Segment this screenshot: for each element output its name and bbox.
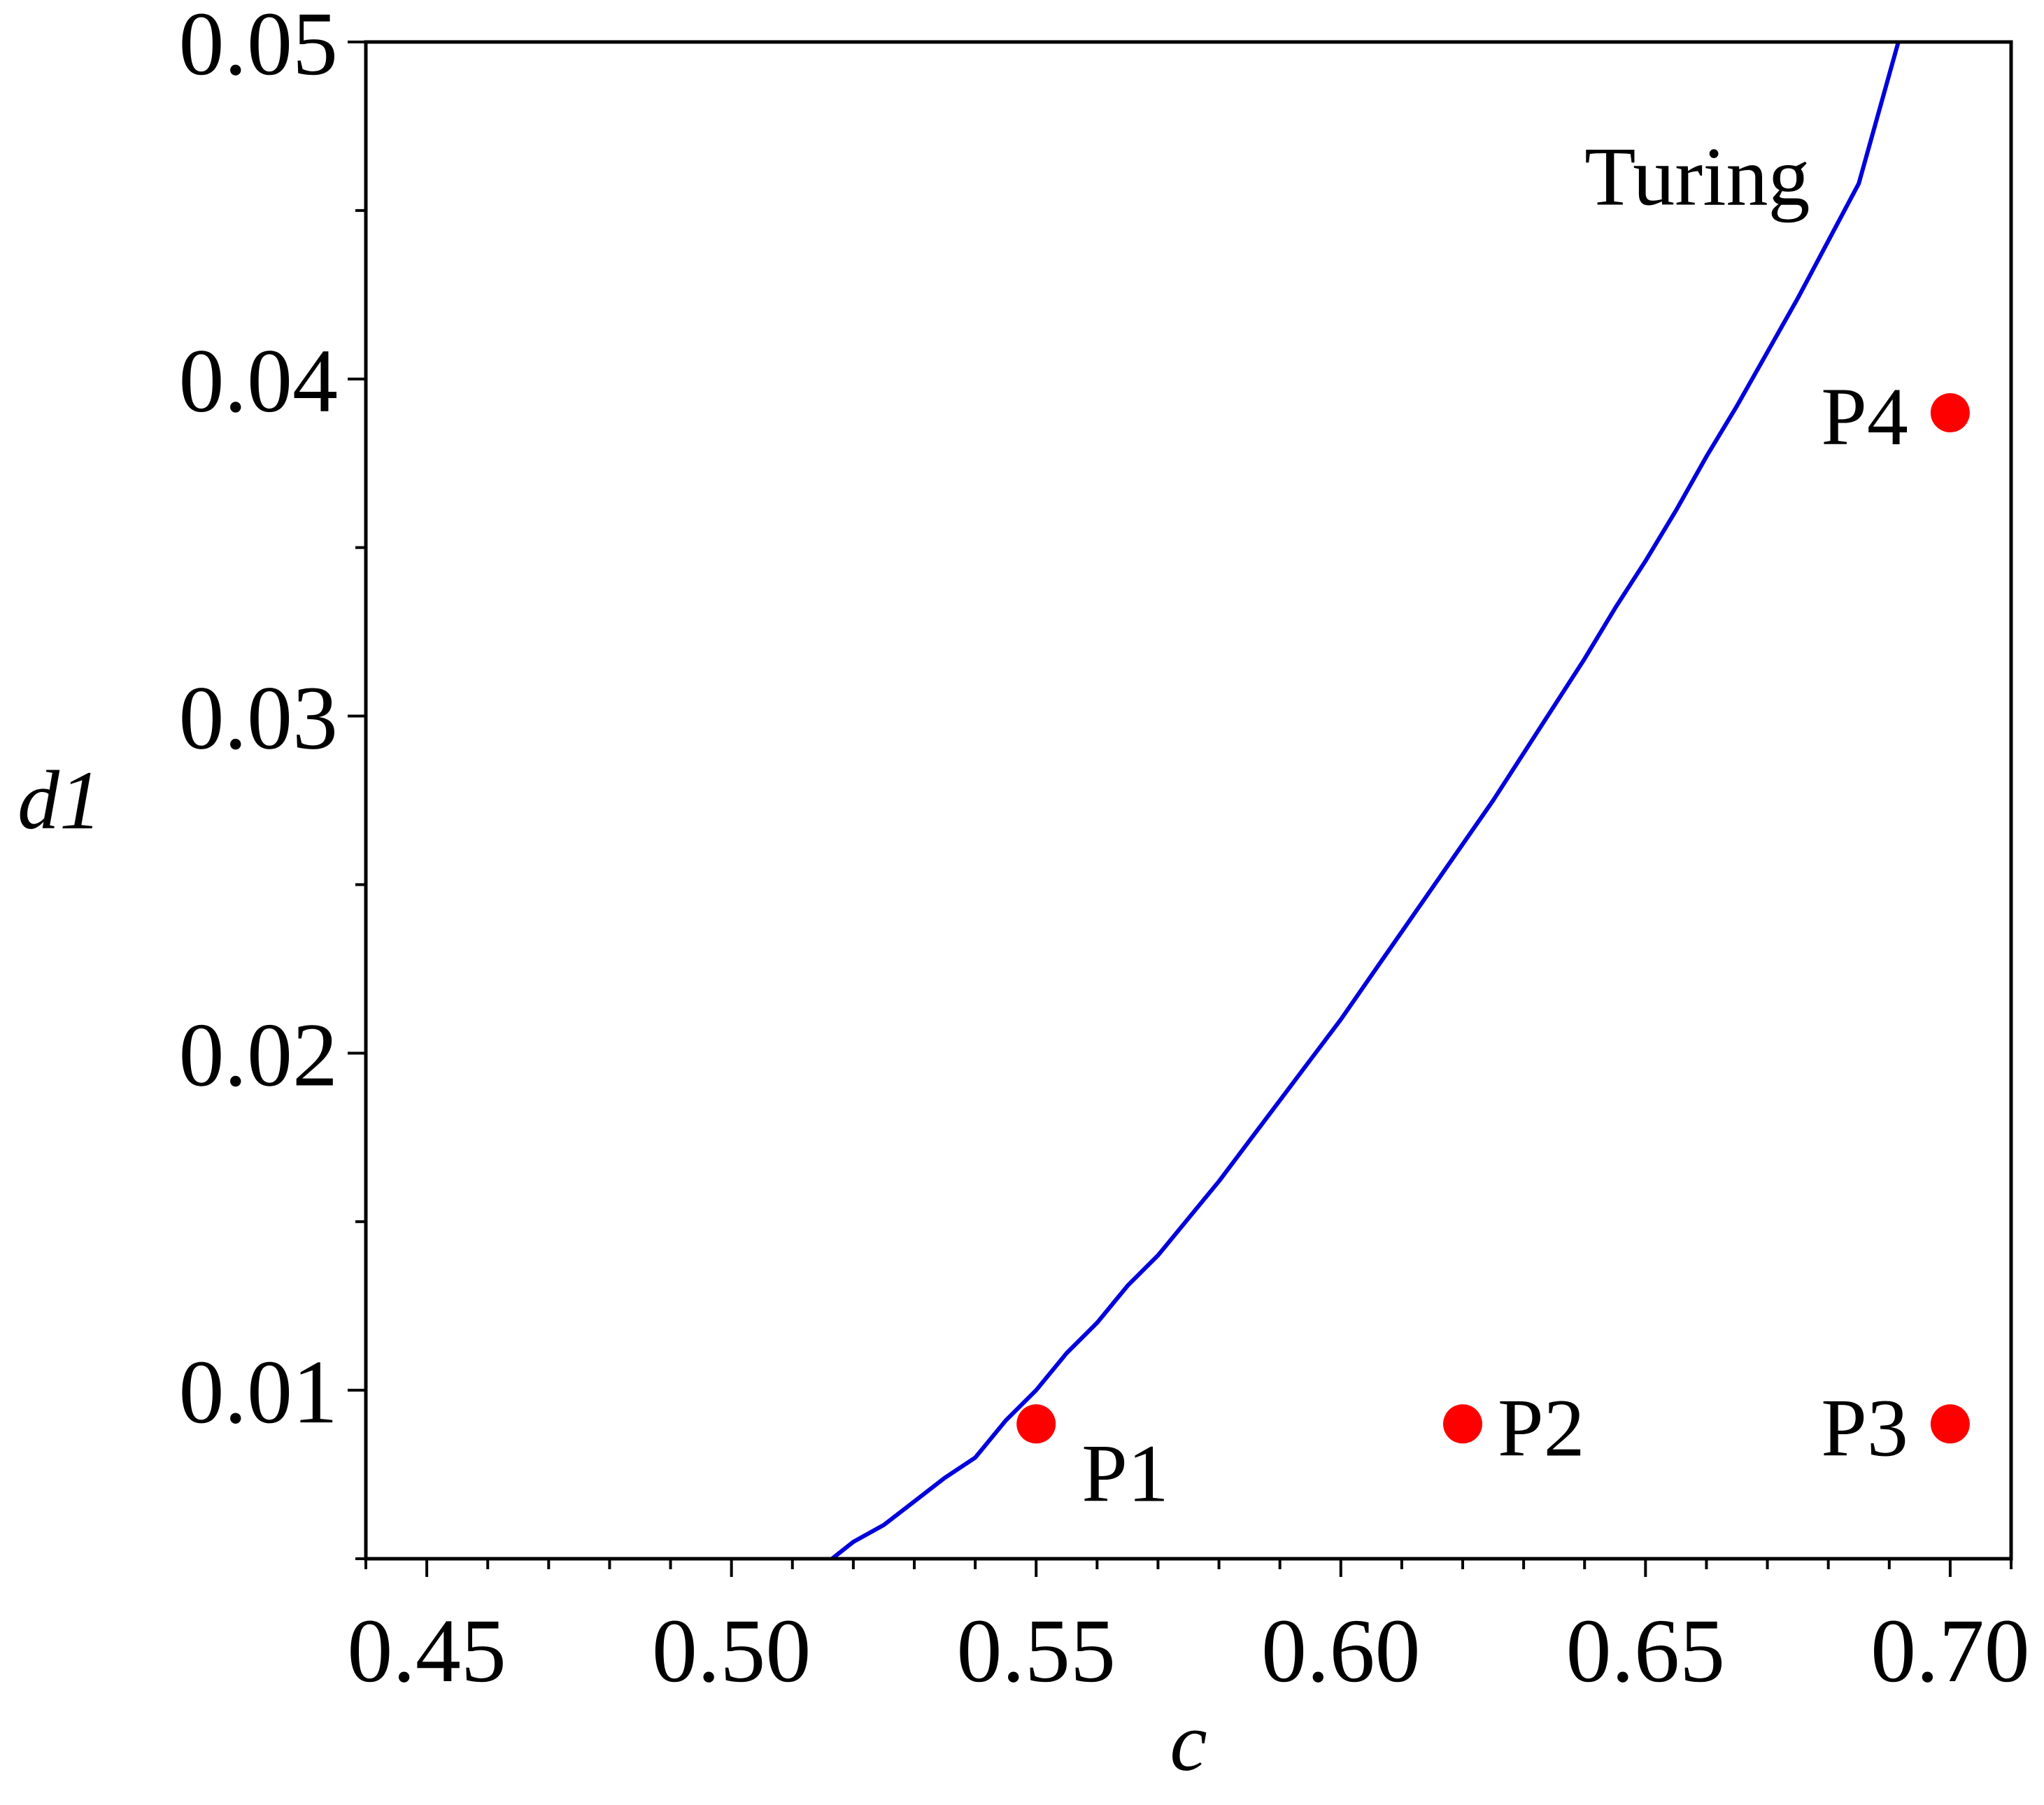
point-label-p1: P1 <box>1081 1427 1169 1519</box>
curve-label: Turing <box>1584 130 1810 223</box>
turing-curve <box>830 41 1901 1561</box>
y-tick-label: 0.02 <box>179 1005 339 1105</box>
point-label-p3: P3 <box>1821 1382 1908 1473</box>
x-tick-label: 0.45 <box>347 1601 506 1701</box>
point-p2 <box>1443 1404 1482 1444</box>
x-tick-label: 0.55 <box>956 1601 1116 1701</box>
point-label-p4: P4 <box>1821 371 1908 462</box>
points: P1 P2 P3 P4 <box>1016 371 1970 1519</box>
x-axis-title: c <box>1170 1695 1207 1788</box>
y-tick-label: 0.04 <box>179 331 339 432</box>
x-tick-label: 0.50 <box>652 1601 811 1701</box>
plot-frame <box>364 40 2013 1561</box>
y-tick-label: 0.01 <box>179 1342 339 1443</box>
y-axis-title: d1 <box>17 753 101 847</box>
y-tick-label: 0.05 <box>179 0 339 94</box>
point-p4 <box>1930 392 1970 432</box>
point-p3 <box>1930 1404 1970 1444</box>
axis-ticks: 0.45 0.50 0.55 0.60 0.65 0.70 0.01 0.02 0.03 0.04… <box>179 0 2030 1701</box>
y-tick-label: 0.03 <box>179 668 339 769</box>
x-tick-label: 0.65 <box>1566 1601 1726 1701</box>
labels: c d1 <box>17 753 1207 1788</box>
x-tick-label: 0.70 <box>1871 1601 2030 1701</box>
x-tick-label: 0.60 <box>1261 1601 1421 1701</box>
curves: Turing <box>830 41 1901 1561</box>
point-p1 <box>1016 1404 1056 1444</box>
point-label-p2: P2 <box>1498 1382 1585 1473</box>
